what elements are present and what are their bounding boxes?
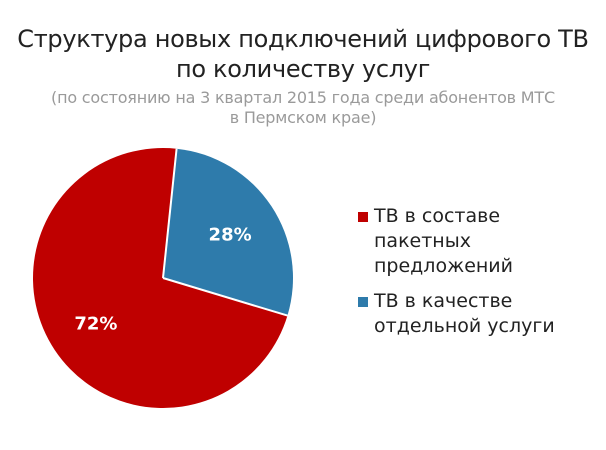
- legend-swatch-blue: [358, 297, 368, 307]
- chart-subtitle: (по состоянию на 3 квартал 2015 года сре…: [0, 88, 606, 128]
- slice-divider: [162, 277, 288, 317]
- slice-label-standalone-tv: 28%: [209, 224, 252, 245]
- chart-subtitle-line-2: в Пермском крае): [229, 108, 377, 127]
- pie-slice-packaged-tv: [33, 148, 288, 409]
- legend: ТВ в составе пакетных предложений ТВ в к…: [358, 204, 598, 349]
- legend-label-line: ТВ в качестве: [374, 290, 513, 312]
- legend-label-line: ТВ в составе: [374, 205, 501, 227]
- legend-label-line: предложений: [374, 255, 514, 277]
- legend-swatch-red: [358, 212, 368, 222]
- legend-item-packaged-tv: ТВ в составе пакетных предложений: [358, 204, 598, 279]
- chart-subtitle-line-1: (по состоянию на 3 квартал 2015 года сре…: [51, 88, 555, 107]
- legend-item-standalone-tv: ТВ в качестве отдельной услуги: [358, 289, 598, 339]
- chart-title: Структура новых подключений цифрового ТВ…: [0, 24, 606, 84]
- chart-title-line-1: Структура новых подключений цифрового ТВ: [17, 25, 589, 53]
- slice-label-packaged-tv: 72%: [74, 314, 117, 335]
- pie-slice-standalone-tv: [163, 148, 293, 316]
- slice-divider: [162, 148, 178, 279]
- legend-label-line: пакетных: [374, 230, 471, 252]
- legend-label-line: отдельной услуги: [374, 315, 555, 337]
- chart-title-line-2: по количеству услуг: [175, 55, 431, 83]
